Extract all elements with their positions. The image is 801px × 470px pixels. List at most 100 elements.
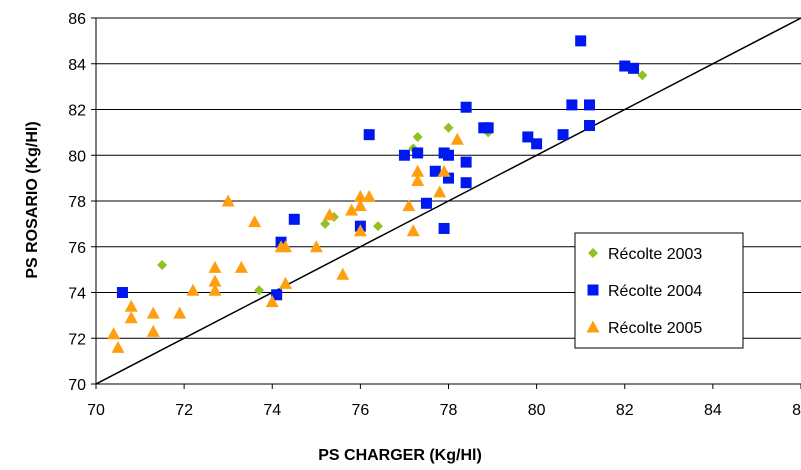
x-tick-label: 74 (263, 402, 281, 419)
data-point (309, 240, 323, 253)
y-tick-label: 84 (68, 57, 86, 74)
data-point (157, 260, 168, 271)
data-point (406, 224, 420, 237)
series-3 (107, 132, 464, 353)
data-point (619, 60, 631, 72)
data-point (522, 131, 534, 143)
legend-label: Récolte 2005 (608, 320, 702, 337)
x-tick-labels: 70 72 74 76 78 80 82 84 86 (87, 402, 801, 419)
data-point (628, 62, 640, 74)
data-point (353, 224, 367, 237)
data-point (124, 299, 138, 312)
y-tick-label: 70 (68, 377, 86, 394)
data-point (575, 35, 587, 47)
x-tick-label: 70 (87, 402, 105, 419)
y-tick-label: 78 (68, 194, 86, 211)
data-point (353, 189, 367, 202)
data-point (320, 218, 331, 229)
data-point (411, 164, 425, 177)
data-point (146, 324, 160, 337)
x-tick-label: 82 (616, 402, 634, 419)
data-point (208, 274, 222, 287)
data-point (336, 267, 350, 280)
axes (91, 17, 801, 389)
legend-label: Récolte 2003 (608, 246, 702, 263)
data-point (412, 131, 423, 142)
data-point (637, 70, 648, 81)
y-tick-label: 86 (68, 11, 86, 28)
data-point (443, 122, 454, 133)
data-point (433, 185, 447, 198)
data-point (412, 147, 424, 159)
data-points (107, 35, 648, 353)
data-point (248, 215, 262, 228)
data-point (116, 287, 128, 298)
data-point (398, 149, 410, 161)
x-tick-label: 84 (704, 402, 722, 419)
y-tick-label: 72 (68, 331, 86, 348)
y-tick-label: 82 (68, 103, 86, 120)
data-point (482, 122, 494, 134)
x-axis-title: PS CHARGER (Kg/Hl) (318, 447, 482, 464)
data-point (278, 240, 292, 253)
data-point (443, 149, 454, 161)
data-point (271, 289, 283, 301)
data-point (438, 222, 450, 234)
y-tick-label: 80 (68, 148, 86, 165)
data-point (460, 156, 472, 168)
data-point (254, 285, 265, 296)
series-2 (116, 35, 640, 301)
data-point (531, 138, 543, 150)
data-point (411, 173, 425, 186)
data-point (363, 129, 375, 141)
data-point (362, 189, 376, 202)
data-point (221, 194, 235, 207)
x-tick-label: 72 (175, 402, 193, 419)
x-tick-label: 78 (440, 402, 458, 419)
data-point (234, 260, 248, 273)
data-point (420, 197, 432, 209)
data-point (429, 165, 441, 177)
data-point (557, 129, 569, 141)
x-tick-label: 76 (351, 402, 369, 419)
y-axis-title: PS ROSARIO (Kg/Hl) (24, 121, 41, 278)
data-point (353, 199, 367, 212)
legend-box (574, 232, 744, 349)
data-point (186, 283, 200, 296)
data-point (111, 340, 125, 353)
reference-line (95, 17, 801, 385)
data-point (278, 276, 292, 289)
data-point (584, 99, 595, 111)
x-tick-label: 80 (528, 402, 546, 419)
data-point (124, 311, 138, 324)
x-tick-label: 86 (792, 402, 801, 419)
data-point (437, 164, 451, 177)
data-point (288, 213, 300, 225)
data-point (402, 199, 416, 212)
data-point (345, 203, 359, 216)
data-point (146, 306, 160, 319)
legend-label: Récolte 2004 (608, 283, 702, 300)
legend-marker (587, 284, 599, 296)
data-point (323, 208, 337, 221)
data-point (566, 99, 578, 111)
data-point (584, 120, 595, 132)
data-point (208, 260, 222, 273)
legend: Récolte 2003 Récolte 2004 Récolte 2005 (574, 232, 744, 349)
legend-marker (588, 248, 598, 258)
data-point (107, 327, 121, 340)
data-point (208, 283, 222, 296)
data-point (265, 295, 279, 308)
data-point (450, 132, 464, 145)
identity-line (95, 17, 801, 385)
data-point (460, 101, 472, 113)
data-point (373, 221, 383, 232)
data-point (443, 172, 454, 184)
y-tick-label: 74 (68, 286, 86, 303)
data-point (460, 177, 472, 189)
data-point (173, 306, 187, 319)
y-tick-labels: 70 72 74 76 78 80 82 84 86 (68, 11, 86, 394)
legend-marker (586, 320, 600, 333)
y-tick-label: 76 (68, 240, 86, 257)
